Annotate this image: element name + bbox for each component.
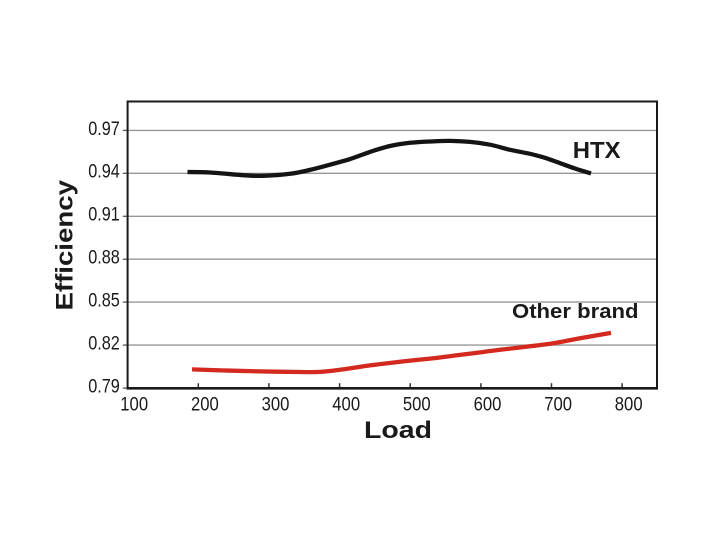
svg-text:800: 800 xyxy=(615,394,643,416)
svg-text:Other brand: Other brand xyxy=(512,300,639,323)
svg-text:300: 300 xyxy=(262,394,290,416)
svg-text:500: 500 xyxy=(403,394,431,416)
svg-text:Efficiency: Efficiency xyxy=(52,179,79,310)
svg-text:0.82: 0.82 xyxy=(88,333,120,355)
svg-text:0.79: 0.79 xyxy=(88,376,120,398)
svg-text:HTX: HTX xyxy=(573,137,621,163)
svg-text:400: 400 xyxy=(332,394,360,416)
svg-text:600: 600 xyxy=(474,394,502,416)
svg-text:0.91: 0.91 xyxy=(88,204,120,226)
svg-text:0.85: 0.85 xyxy=(88,290,120,312)
svg-text:0.97: 0.97 xyxy=(88,118,120,140)
svg-text:200: 200 xyxy=(191,394,219,416)
svg-text:0.94: 0.94 xyxy=(88,161,120,183)
svg-text:100: 100 xyxy=(120,394,148,416)
svg-text:Load: Load xyxy=(364,417,432,444)
svg-text:700: 700 xyxy=(544,394,572,416)
svg-text:0.88: 0.88 xyxy=(88,247,120,269)
